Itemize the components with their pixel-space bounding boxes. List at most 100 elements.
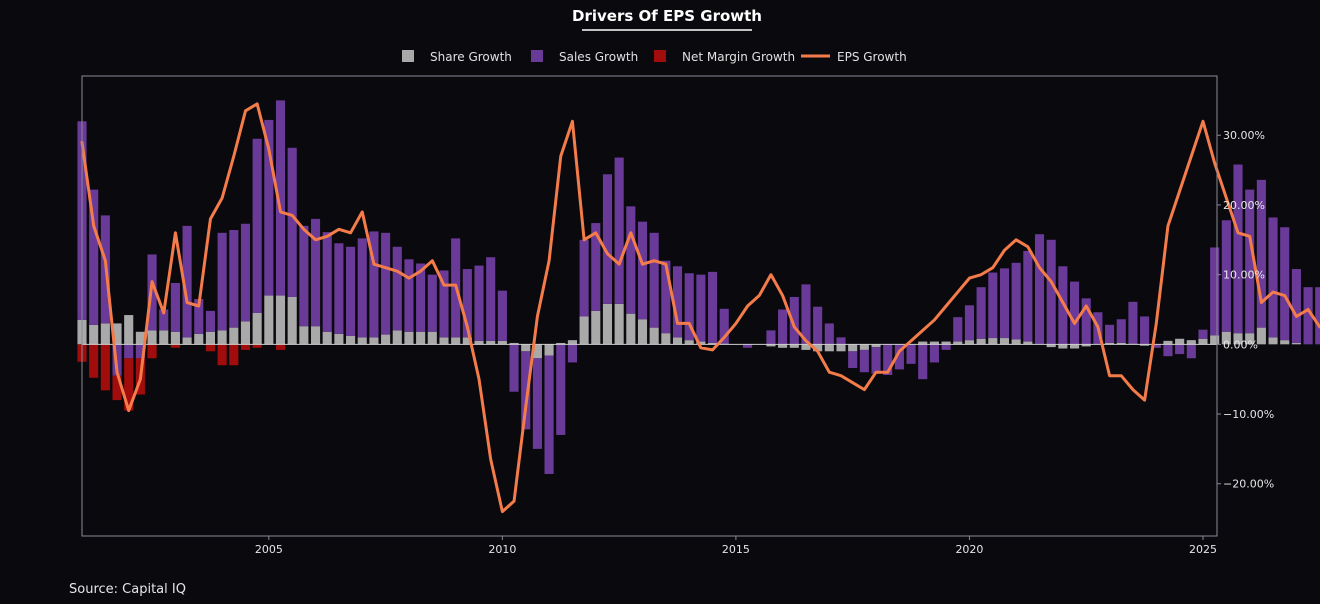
sales-growth-bar	[381, 232, 391, 335]
sales-growth-bar	[929, 344, 939, 363]
sales-growth-bar	[462, 269, 472, 338]
sales-growth-bar	[999, 268, 1010, 339]
y-tick-label: −20.00%	[1223, 478, 1274, 491]
sales-growth-bar	[521, 351, 531, 430]
share-growth-bar	[147, 330, 157, 345]
share-growth-bar	[789, 344, 799, 348]
share-growth-bar	[240, 321, 251, 345]
y-tick-label: −10.00%	[1223, 408, 1274, 421]
sales-growth-bar	[708, 271, 718, 343]
sales-growth-bar	[240, 223, 251, 322]
share-growth-bar	[217, 330, 227, 345]
sales-growth-bar	[637, 221, 648, 320]
share-growth-bar	[205, 331, 215, 345]
share-growth-bar	[999, 338, 1010, 345]
legend-label-share-growth: Share Growth	[430, 50, 512, 64]
net-margin-growth-bar	[205, 344, 215, 352]
share-growth-bar	[1058, 344, 1068, 349]
legend-label-eps-growth: EPS Growth	[837, 50, 907, 64]
sales-growth-bar	[1105, 324, 1115, 343]
source-note: Source: Capital IQ	[69, 582, 186, 597]
share-growth-bar	[614, 303, 624, 345]
share-growth-bar	[953, 341, 963, 345]
share-growth-bar	[649, 327, 659, 345]
share-growth-bar	[346, 335, 356, 345]
sales-growth-bar	[509, 344, 519, 392]
sales-growth-bar	[859, 349, 869, 373]
sales-growth-bar	[1268, 217, 1278, 338]
share-growth-bar	[1186, 340, 1196, 345]
share-growth-bar	[859, 344, 869, 350]
sales-growth-bar	[941, 344, 951, 350]
net-margin-growth-bar	[252, 344, 262, 348]
share-growth-bar	[964, 340, 974, 345]
legend-label-sales-growth: Sales Growth	[559, 50, 638, 64]
share-growth-bar	[170, 331, 180, 345]
share-growth-bar	[1245, 333, 1255, 345]
sales-growth-bar	[1140, 316, 1150, 345]
sales-growth-bar	[1128, 301, 1138, 344]
share-growth-bar	[1268, 337, 1278, 345]
sales-growth-bar	[287, 147, 297, 297]
x-tick-label: 2025	[1189, 543, 1217, 556]
legend-swatch-sales-growth	[531, 50, 543, 62]
share-growth-bar	[848, 344, 858, 352]
net-margin-growth-bar	[229, 344, 239, 366]
share-growth-bar	[357, 337, 367, 345]
sales-growth-bar	[1233, 164, 1243, 334]
sales-growth-bar	[1198, 329, 1208, 339]
plot-frame	[81, 75, 1218, 537]
share-growth-bar	[801, 344, 811, 350]
share-growth-bar	[229, 327, 239, 345]
sales-growth-bar	[357, 238, 367, 338]
net-margin-growth-bar	[217, 344, 227, 366]
sales-growth-bar	[89, 189, 99, 325]
sales-growth-bar	[953, 317, 963, 342]
y-tick-label: 30.00%	[1223, 129, 1265, 142]
share-growth-bar	[497, 340, 507, 345]
share-growth-bar	[929, 341, 939, 345]
sales-growth-bar	[1163, 344, 1173, 357]
share-growth-bar	[1046, 344, 1056, 348]
sales-growth-bar	[649, 232, 659, 328]
x-axis-ticks: 2005 2010 2015 2020 2025	[255, 536, 1217, 556]
sales-growth-bar	[964, 305, 974, 341]
net-margin-growth-bar	[147, 344, 157, 359]
sales-growth-bar	[672, 266, 683, 338]
sales-growth-bar	[124, 344, 134, 359]
sales-growth-bar	[1303, 287, 1313, 345]
share-growth-bar	[836, 344, 846, 352]
sales-growth-bar	[205, 310, 215, 332]
sales-growth-bar	[579, 239, 589, 317]
sales-growth-bar	[719, 308, 729, 344]
net-margin-growth-bar	[124, 358, 134, 411]
share-growth-bar	[544, 344, 554, 356]
sales-growth-bar	[346, 246, 356, 336]
sales-growth-bar	[217, 232, 227, 331]
share-growth-bar	[871, 344, 881, 348]
net-margin-growth-bar	[89, 344, 99, 378]
sales-growth-bar	[778, 309, 788, 345]
share-growth-bar	[988, 338, 998, 345]
sales-growth-bar	[684, 273, 694, 341]
bar-series-group	[77, 100, 1320, 474]
share-growth-bar	[451, 337, 461, 345]
x-tick-label: 2005	[255, 543, 283, 556]
sales-growth-bar	[404, 259, 414, 332]
sales-growth-bar	[474, 265, 484, 341]
sales-growth-bar	[696, 274, 706, 342]
share-growth-bar	[813, 344, 823, 352]
sales-growth-bar	[1023, 250, 1033, 342]
share-growth-bar	[824, 344, 834, 352]
sales-growth-bar	[170, 283, 180, 332]
share-growth-bar	[626, 313, 636, 345]
sales-growth-bar	[567, 344, 577, 363]
share-growth-bar	[1116, 342, 1126, 345]
share-growth-bar	[275, 295, 286, 345]
share-growth-bar	[521, 344, 531, 352]
share-growth-bar	[416, 331, 426, 345]
share-growth-bar	[567, 340, 577, 345]
sales-growth-bar	[1046, 239, 1056, 345]
share-growth-bar	[1023, 341, 1033, 345]
x-tick-label: 2020	[955, 543, 983, 556]
